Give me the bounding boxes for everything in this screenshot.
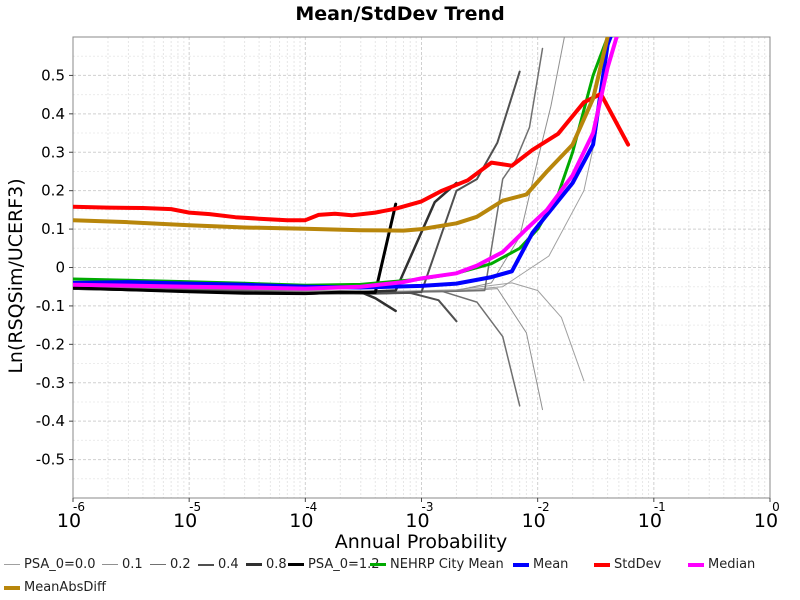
y-axis-ticks: -0.5 -0.4 -0.3 -0.2 -0.1 0 0.1 0.2 0.3 0.4 0.5 xyxy=(36,66,73,469)
legend-label: StdDev xyxy=(614,557,662,572)
x-tick-exponent: -5 xyxy=(189,500,201,514)
legend-swatch xyxy=(150,563,166,566)
x-tick-label: 10-2 xyxy=(522,500,550,532)
legend-label: PSA_0=0.0 xyxy=(24,557,96,572)
y-tick-label: 0.2 xyxy=(41,182,65,200)
legend-label: 0.1 xyxy=(122,557,143,572)
y-tick-label: -0.4 xyxy=(36,412,65,430)
legend-swatch xyxy=(102,564,118,565)
y-tick-label: 0.5 xyxy=(41,66,65,84)
legend: PSA_0=0.0 0.1 0.2 0.4 0.8 PSA_0=1.2 NEHRP City… xyxy=(0,557,800,600)
legend-item: StdDev xyxy=(594,557,661,572)
x-tick-base: 10 xyxy=(638,510,662,532)
series-line-meanabsdiff xyxy=(73,37,610,233)
series-line-0-2 xyxy=(73,286,521,407)
x-tick-base: 10 xyxy=(522,510,546,532)
y-tick-label: -0.5 xyxy=(36,451,65,469)
series-line-mean xyxy=(73,37,613,290)
legend-label: Median xyxy=(708,557,756,572)
legend-item: MeanAbsDiff xyxy=(4,580,106,595)
x-tick-exponent: -4 xyxy=(305,500,317,514)
x-tick-base: 10 xyxy=(405,510,429,532)
trend-chart: Mean/StdDev Trend -0.5 -0.4 -0.3 -0.2 -0.1 0 0… xyxy=(5,3,780,553)
series-line-0-8 xyxy=(73,181,458,295)
legend-label: NEHRP City Mean xyxy=(390,557,504,572)
legend-swatch xyxy=(246,563,262,566)
y-tick-label: -0.1 xyxy=(36,297,65,315)
legend-label: 0.2 xyxy=(170,557,191,572)
x-tick-label: 10-6 xyxy=(57,500,85,532)
x-tick-label: 10-3 xyxy=(405,500,433,532)
x-tick-label: 100 xyxy=(754,500,780,532)
legend-item: NEHRP City Mean xyxy=(370,557,504,572)
series-line-0-4 xyxy=(73,70,521,295)
legend-swatch xyxy=(594,562,610,567)
x-tick-exponent: -2 xyxy=(538,500,550,514)
series-line-psa-0-0-0 xyxy=(73,282,585,382)
legend-item: PSA_0=1.2 xyxy=(288,557,380,572)
legend-swatch xyxy=(513,562,529,567)
series-line-psa-0-1-2 xyxy=(73,202,398,296)
y-tick-label: 0.3 xyxy=(41,143,65,161)
y-tick-label: 0 xyxy=(55,259,65,277)
legend-swatch xyxy=(4,564,20,565)
major-gridlines xyxy=(72,37,771,498)
legend-swatch xyxy=(288,563,304,566)
x-tick-base: 10 xyxy=(173,510,197,532)
x-tick-label: 10-5 xyxy=(173,500,201,532)
x-tick-exponent: -1 xyxy=(654,500,666,514)
y-axis-label: Ln(RSQSim/UCERF3) xyxy=(5,178,27,373)
legend-item: 0.2 xyxy=(150,557,191,572)
x-tick-label: 10-4 xyxy=(289,500,317,532)
x-tick-exponent: 0 xyxy=(772,500,780,514)
legend-item: Mean xyxy=(513,557,568,572)
x-axis-label: Annual Probability xyxy=(335,531,508,553)
series-layer xyxy=(73,37,631,411)
y-tick-label: -0.3 xyxy=(36,374,65,392)
y-tick-label: 0.4 xyxy=(41,105,65,123)
x-tick-base: 10 xyxy=(57,510,81,532)
x-tick-base: 10 xyxy=(289,510,313,532)
legend-swatch xyxy=(370,563,386,566)
legend-item: 0.1 xyxy=(102,557,143,572)
legend-label: PSA_0=1.2 xyxy=(308,557,380,572)
series-line-median xyxy=(73,37,619,291)
y-tick-label: -0.2 xyxy=(36,335,65,353)
chart-title: Mean/StdDev Trend xyxy=(295,3,504,25)
legend-swatch xyxy=(198,563,214,566)
legend-item: PSA_0=0.0 xyxy=(4,557,96,572)
x-tick-exponent: -3 xyxy=(422,500,434,514)
legend-swatch xyxy=(688,562,704,567)
legend-item: Median xyxy=(688,557,755,572)
legend-label: Mean xyxy=(533,557,569,572)
series-line-stddev xyxy=(73,91,631,223)
y-tick-label: 0.1 xyxy=(41,220,65,238)
legend-item: 0.8 xyxy=(246,557,287,572)
legend-label: 0.4 xyxy=(218,557,239,572)
legend-item: 0.4 xyxy=(198,557,239,572)
x-tick-exponent: -6 xyxy=(73,500,85,514)
x-tick-base: 10 xyxy=(754,510,778,532)
legend-label: 0.8 xyxy=(266,557,287,572)
x-tick-label: 10-1 xyxy=(638,500,666,532)
legend-label: MeanAbsDiff xyxy=(24,580,106,595)
legend-swatch xyxy=(4,585,20,590)
